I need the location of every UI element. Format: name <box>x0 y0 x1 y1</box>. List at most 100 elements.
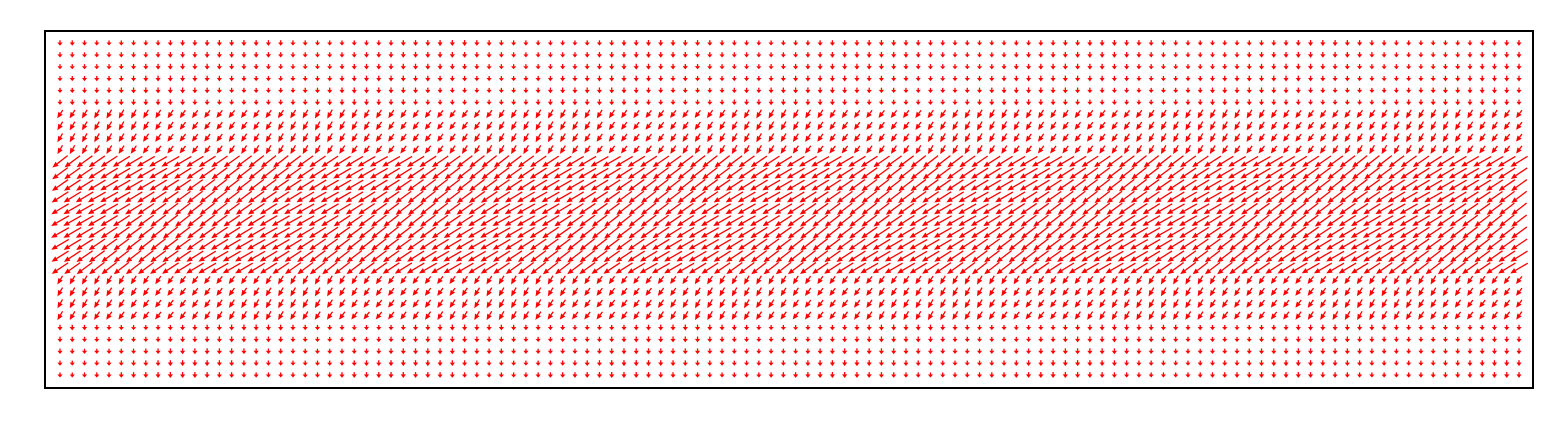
quiver-arrow <box>959 155 976 168</box>
arrow-shaft <box>1282 190 1295 200</box>
arrow-head <box>940 135 946 143</box>
arrow-head <box>1400 173 1407 179</box>
quiver-arrow <box>241 63 247 70</box>
arrow-head <box>486 66 492 70</box>
arrow-head <box>1148 66 1154 70</box>
arrow-shaft <box>673 133 677 138</box>
arrow-head <box>572 66 578 70</box>
quiver-arrow <box>1173 99 1179 105</box>
arrow-head <box>878 78 885 82</box>
quiver-arrow <box>977 121 983 131</box>
arrow-shaft <box>1368 179 1381 189</box>
quiver-arrow <box>1295 63 1301 70</box>
arrow-shaft <box>1098 167 1111 177</box>
quiver-arrow <box>412 40 419 46</box>
arrow-head <box>253 111 259 119</box>
arrow-head <box>64 161 71 168</box>
arrow-head <box>511 89 517 94</box>
arrow-head <box>946 197 953 203</box>
quiver-arrow <box>793 63 799 70</box>
quiver-arrow <box>547 121 554 131</box>
quiver-arrow <box>1086 121 1094 130</box>
arrow-head <box>75 197 83 203</box>
arrow-shaft <box>350 179 364 188</box>
arrow-head <box>1062 147 1068 154</box>
arrow-head <box>81 54 88 58</box>
arrow-shaft <box>1359 121 1363 126</box>
arrow-shaft <box>80 179 94 188</box>
quiver-arrow <box>314 145 321 155</box>
quiver-arrow <box>302 121 309 131</box>
arrow-shaft <box>1114 145 1118 150</box>
arrow-head <box>211 185 219 192</box>
arrow-head <box>866 123 872 130</box>
quiver-arrow <box>400 145 407 154</box>
arrow-shaft <box>129 179 143 188</box>
arrow-head <box>1491 101 1498 106</box>
arrow-head <box>420 185 427 192</box>
quiver-arrow <box>1087 51 1093 58</box>
arrow-head <box>1082 197 1089 204</box>
arrow-shaft <box>534 167 547 177</box>
quiver-arrow <box>1418 64 1424 70</box>
arrow-shaft <box>280 144 284 150</box>
arrow-shaft <box>179 190 191 200</box>
quiver-arrow <box>608 121 616 130</box>
quiver-arrow <box>780 40 786 46</box>
quiver-arrow <box>1025 145 1033 154</box>
quiver-arrow <box>566 179 585 191</box>
quiver-arrow <box>940 87 946 93</box>
quiver-arrow <box>1467 145 1474 154</box>
arrow-head <box>498 78 504 82</box>
arrow-head <box>903 147 909 154</box>
arrow-head <box>1369 42 1375 46</box>
arrow-shaft <box>1519 145 1523 150</box>
quiver-arrow <box>327 75 333 82</box>
arrow-head <box>486 78 492 82</box>
quiver-arrow <box>910 178 927 192</box>
quiver-arrow <box>143 75 149 82</box>
arrow-head <box>995 197 1002 203</box>
quiver-arrow <box>1075 87 1081 94</box>
arrow-head <box>1289 161 1297 167</box>
arrow-head <box>694 42 701 46</box>
quiver-arrow <box>621 40 627 46</box>
arrow-head <box>1094 173 1101 180</box>
arrow-head <box>535 112 541 119</box>
quiver-arrow <box>1406 109 1412 119</box>
quiver-arrow <box>694 52 701 58</box>
arrow-head <box>658 66 664 70</box>
arrow-head <box>640 197 648 204</box>
arrow-head <box>412 147 419 154</box>
arrow-shaft <box>313 155 326 165</box>
arrow-shaft <box>1053 133 1057 138</box>
arrow-head <box>1258 111 1265 119</box>
arrow-head <box>1369 89 1375 93</box>
arrow-head <box>400 135 406 142</box>
arrow-head <box>1486 185 1493 191</box>
arrow-shaft <box>562 133 566 138</box>
arrow-shaft <box>219 145 223 150</box>
quiver-arrow <box>1258 133 1265 142</box>
arrow-shaft <box>1024 155 1038 165</box>
quiver-arrow <box>124 179 143 191</box>
arrow-head <box>155 54 161 58</box>
arrow-head <box>621 123 627 130</box>
quiver-arrow <box>737 191 756 203</box>
arrow-head <box>461 135 468 142</box>
arrow-head <box>1001 89 1007 94</box>
arrow-shaft <box>1196 179 1210 188</box>
arrow-shaft <box>240 155 253 165</box>
quiver-arrow <box>1124 87 1130 93</box>
quiver-arrow <box>762 191 781 203</box>
arrow-head <box>1197 135 1203 143</box>
arrow-head <box>1307 54 1314 58</box>
arrow-shaft <box>117 167 131 177</box>
arrow-head <box>1290 197 1297 204</box>
arrow-head <box>756 123 762 131</box>
arrow-shaft <box>411 167 425 177</box>
quiver-arrow <box>186 155 204 167</box>
arrow-shaft <box>804 191 817 200</box>
quiver-arrow <box>236 178 252 192</box>
arrow-head <box>560 123 566 131</box>
